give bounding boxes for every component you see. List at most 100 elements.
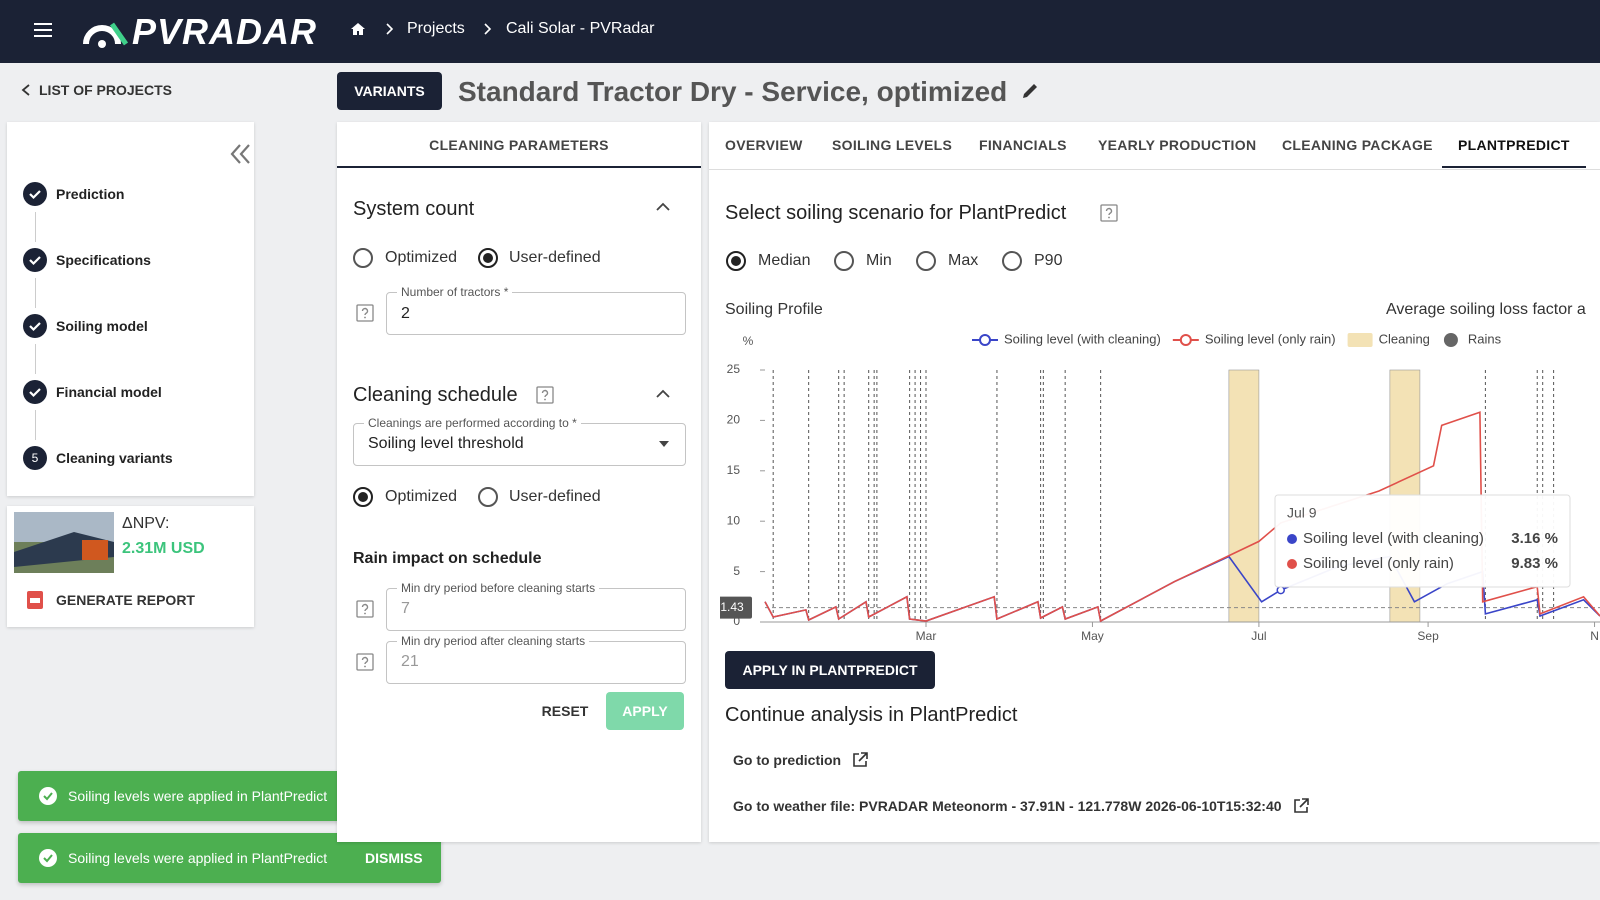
text-field[interactable]: Min dry period before cleaning starts 7 — [386, 581, 686, 631]
tab[interactable]: FINANCIALS — [979, 137, 1067, 153]
radio[interactable] — [353, 248, 373, 268]
check — [29, 256, 41, 266]
help-icon[interactable] — [1100, 204, 1118, 227]
radio-label[interactable]: User-defined — [509, 488, 601, 505]
legend-label: Soiling level (with cleaning) — [1004, 331, 1161, 346]
step-connector — [35, 344, 36, 374]
y-axis-label: % — [743, 334, 754, 348]
tab-underline — [1442, 166, 1586, 168]
report-button[interactable]: GENERATE REPORT — [56, 592, 195, 608]
radio-label[interactable]: User-defined — [509, 249, 601, 266]
field-label: Number of tractors * — [397, 285, 513, 299]
help-glyph — [536, 386, 554, 404]
radio-label[interactable]: Max — [948, 252, 979, 269]
help-icon[interactable] — [536, 386, 554, 409]
menu-icon[interactable] — [32, 19, 54, 41]
y-tick-label: 25 — [727, 362, 741, 376]
legend-label: Cleaning — [1379, 331, 1430, 346]
radio-label[interactable]: Min — [866, 252, 892, 269]
edit-icon[interactable] — [1020, 81, 1040, 101]
step-label[interactable]: Financial model — [56, 384, 162, 400]
reference-label: 1.43 — [720, 600, 744, 614]
toast-action[interactable]: DISMISS — [365, 850, 423, 866]
external-link-icon[interactable] — [1292, 797, 1310, 815]
select-value[interactable]: Soiling level threshold — [368, 435, 524, 452]
legend-label: Soiling level (only rain) — [1205, 331, 1336, 346]
tooltip-series: Soiling level (with cleaning) — [1303, 530, 1484, 547]
help-icon[interactable] — [356, 653, 374, 676]
step-label[interactable]: Prediction — [56, 186, 125, 202]
radio[interactable] — [353, 487, 373, 507]
tab[interactable]: CLEANING PACKAGE — [1282, 137, 1433, 153]
radio-label[interactable]: Median — [758, 252, 811, 269]
tooltip-value: 3.16 % — [1511, 530, 1558, 547]
y-tick-label: 0 — [733, 614, 740, 628]
section-title: Continue analysis in PlantPredict — [725, 704, 1018, 726]
reset-button[interactable]: RESET — [541, 703, 589, 719]
x-tick-label: N — [1590, 629, 1599, 643]
radio-label[interactable]: Optimized — [385, 488, 458, 505]
section-title[interactable]: System count — [353, 198, 475, 220]
select-field[interactable]: Cleanings are performed according to * So… — [353, 416, 686, 466]
link[interactable]: Go to weather file: PVRADAR Meteonorm - … — [733, 798, 1282, 814]
tooltip-series: Soiling level (only rain) — [1303, 555, 1454, 572]
params-tab[interactable]: CLEANING PARAMETERS — [429, 137, 609, 153]
step-label[interactable]: Specifications — [56, 252, 151, 268]
tab[interactable]: OVERVIEW — [725, 137, 803, 153]
radio[interactable] — [478, 487, 498, 507]
radio-label[interactable]: P90 — [1034, 252, 1063, 269]
brand[interactable]: PVRADAR — [132, 11, 318, 52]
external-link[interactable] — [1292, 797, 1310, 820]
variants-button[interactable] — [337, 72, 442, 110]
y-tick-label: 15 — [727, 463, 741, 477]
step-connector — [35, 410, 36, 440]
radio-label[interactable]: Optimized — [385, 249, 458, 266]
radio[interactable] — [726, 251, 746, 271]
help-icon[interactable] — [356, 600, 374, 623]
tab[interactable]: SOILING LEVELS — [832, 137, 953, 153]
radio[interactable] — [834, 251, 854, 271]
radio[interactable] — [916, 251, 936, 271]
check-circle — [39, 787, 57, 805]
external-link-icon[interactable] — [851, 751, 869, 769]
chart-subtitle: Average soiling loss factor a — [1386, 301, 1586, 318]
step-label[interactable]: Cleaning variants — [56, 450, 173, 466]
section-title: Select soiling scenario for PlantPredict — [725, 202, 1067, 224]
text-field[interactable]: Min dry period after cleaning starts 21 — [386, 634, 686, 684]
breadcrumb[interactable]: Projects — [407, 20, 465, 37]
apply-button[interactable] — [606, 692, 684, 730]
breadcrumb[interactable]: Cali Solar - PVRadar — [506, 20, 655, 37]
collapse-chevron[interactable] — [655, 388, 671, 400]
apply-label[interactable]: APPLY — [622, 703, 668, 719]
help-icon[interactable] — [356, 304, 374, 327]
npv-label: ΔNPV: — [122, 515, 170, 532]
apply-plantpredict-label[interactable]: APPLY IN PLANTPREDICT — [742, 662, 918, 678]
radio[interactable] — [1002, 251, 1022, 271]
top-bar — [0, 0, 1600, 63]
toast-icon — [39, 849, 57, 867]
cleaning-period — [1228, 369, 1260, 623]
section-title[interactable]: Cleaning schedule — [353, 384, 518, 406]
field-value[interactable]: 7 — [401, 600, 410, 617]
tab-underline — [337, 166, 701, 168]
check-circle — [39, 849, 57, 867]
tab[interactable]: YEARLY PRODUCTION — [1098, 137, 1257, 153]
collapse-icon[interactable] — [228, 143, 254, 165]
step-label[interactable]: Soiling model — [56, 318, 148, 334]
apply-plantpredict-button[interactable] — [725, 651, 935, 689]
external-link[interactable] — [851, 751, 869, 774]
tooltip-title: Jul 9 — [1287, 505, 1317, 521]
text-field[interactable]: Number of tractors * 2 — [386, 285, 686, 335]
tab[interactable]: PLANTPREDICT — [1458, 137, 1570, 153]
field-value[interactable]: 2 — [401, 305, 410, 322]
field-value[interactable]: 21 — [401, 653, 419, 670]
back-icon[interactable] — [20, 83, 32, 97]
link[interactable]: Go to prediction — [733, 752, 842, 768]
params-panel — [337, 122, 701, 842]
radio[interactable] — [478, 248, 498, 268]
help-glyph — [1100, 204, 1118, 222]
back-link[interactable]: LIST OF PROJECTS — [39, 82, 173, 98]
collapse-chevron[interactable] — [655, 201, 671, 213]
home-icon[interactable] — [350, 22, 366, 36]
variants-label[interactable]: VARIANTS — [354, 83, 425, 99]
